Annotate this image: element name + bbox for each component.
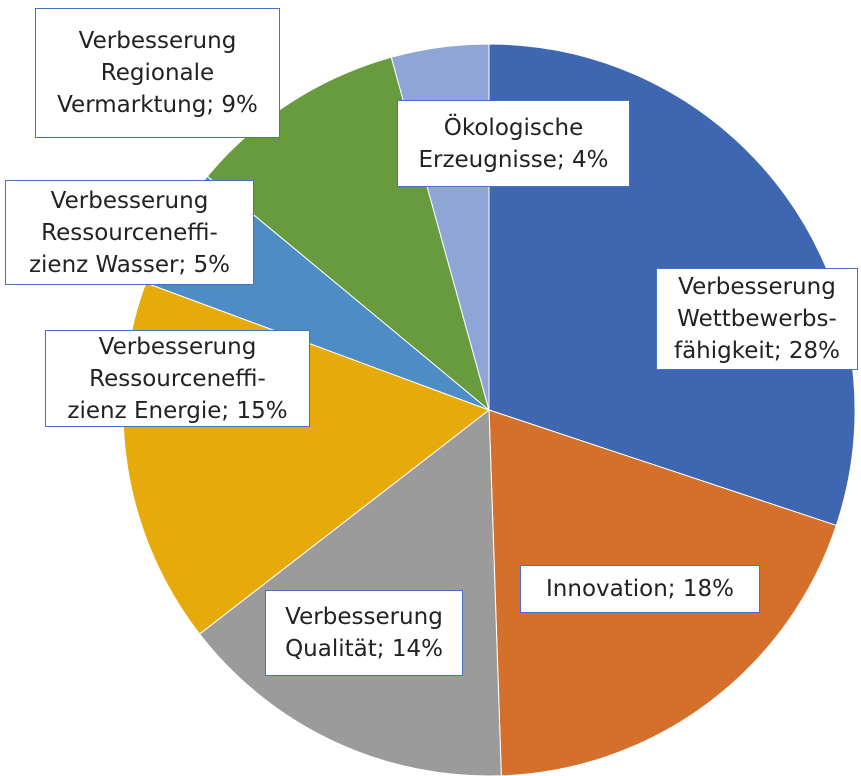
category: Ökologische Erzeugnisse bbox=[418, 114, 584, 173]
label-text: Verbesserung Ressourceneffi- zienz Energ… bbox=[67, 331, 287, 427]
separator: ; bbox=[221, 397, 237, 424]
category: Verbesserung Ressourceneffi- zienz Energ… bbox=[67, 333, 266, 424]
data-label: Verbesserung Regionale Vermarktung; 9% bbox=[35, 8, 280, 138]
label-text: Verbesserung Wettbewerbs- fähigkeit; 28% bbox=[674, 271, 840, 367]
data-label: Verbesserung Qualität; 14% bbox=[265, 590, 463, 676]
value-label: 9% bbox=[221, 92, 258, 118]
category: Verbesserung Wettbewerbs- fähigkeit bbox=[673, 274, 837, 364]
category: Verbesserung Regionale Vermarktung bbox=[57, 28, 237, 118]
category: Verbesserung Ressourceneffi- zienz Wasse… bbox=[28, 187, 218, 278]
separator: ; bbox=[376, 636, 392, 662]
value-label: 4% bbox=[572, 146, 609, 173]
category: Innovation bbox=[546, 576, 668, 602]
value-label: 28% bbox=[788, 338, 840, 364]
label-text: Verbesserung Regionale Vermarktung; 9% bbox=[57, 25, 258, 121]
data-label: Verbesserung Wettbewerbs- fähigkeit; 28% bbox=[656, 268, 858, 370]
separator: ; bbox=[556, 146, 573, 173]
data-label: Ökologische Erzeugnisse; 4% bbox=[397, 100, 630, 187]
separator: ; bbox=[206, 92, 222, 118]
label-text: Ökologische Erzeugnisse; 4% bbox=[418, 112, 608, 176]
category: Verbesserung Qualität bbox=[285, 604, 443, 662]
value-label: 18% bbox=[682, 576, 734, 602]
data-label: Innovation; 18% bbox=[520, 565, 760, 613]
label-text: Verbesserung Ressourceneffi- zienz Wasse… bbox=[29, 185, 230, 281]
value-label: 14% bbox=[391, 636, 443, 662]
pie-slice bbox=[206, 56, 490, 412]
separator: ; bbox=[178, 251, 194, 278]
value-label: 15% bbox=[236, 397, 288, 424]
label-text: Innovation; 18% bbox=[546, 573, 734, 605]
separator: ; bbox=[667, 576, 683, 602]
value-label: 5% bbox=[193, 251, 231, 278]
label-text: Verbesserung Qualität; 14% bbox=[285, 601, 443, 665]
separator: ; bbox=[773, 338, 789, 364]
data-label: Verbesserung Ressourceneffi- zienz Energ… bbox=[45, 330, 310, 427]
data-label: Verbesserung Ressourceneffi- zienz Wasse… bbox=[5, 180, 254, 285]
